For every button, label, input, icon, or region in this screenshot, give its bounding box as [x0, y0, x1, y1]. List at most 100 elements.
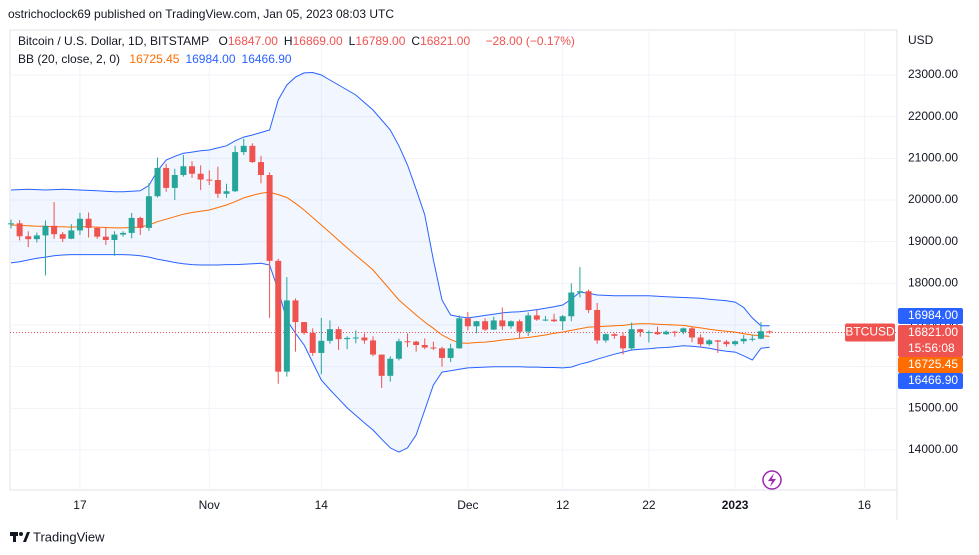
candle-body	[516, 321, 523, 332]
indicator-values: 16725.45 16984.00 16466.90	[129, 52, 297, 66]
candle-body	[749, 338, 756, 340]
candle-body	[240, 145, 247, 153]
symbol-legend: Bitcoin / U.S. Dollar, 1D, BITSTAMP O168…	[18, 34, 575, 48]
candle-body	[335, 329, 342, 340]
price-badge-label: 16821.00	[908, 325, 958, 339]
candle-body	[68, 230, 75, 239]
candle-body	[490, 320, 497, 330]
indicator-value: 16725.45	[129, 52, 180, 66]
countdown: 15:56:08	[908, 341, 955, 355]
candle-body	[464, 318, 471, 327]
candle-body	[663, 331, 670, 335]
ohlc-item: O16847.00	[219, 34, 278, 48]
candle-body	[413, 341, 420, 345]
grid	[10, 30, 897, 490]
candle-body	[671, 331, 678, 333]
candle-body	[137, 217, 144, 228]
candle-body	[309, 332, 316, 353]
candle-body	[525, 315, 532, 332]
header: ostrichoclock69 published on TradingView…	[8, 7, 394, 21]
ohlc: O16847.00 H16869.00 L16789.00 C16821.00	[219, 34, 477, 48]
candle-body	[171, 175, 178, 188]
candle-body	[499, 320, 506, 327]
candle-body	[266, 175, 273, 261]
candle-body	[602, 334, 609, 341]
x-tick-label: 14	[315, 498, 329, 512]
candle-body	[94, 227, 101, 237]
candle-body	[292, 300, 299, 323]
currency: USD	[908, 33, 934, 47]
ohlc-value: 16847.00	[227, 34, 278, 48]
candle-body	[439, 348, 445, 358]
candle-body	[456, 318, 463, 349]
footer: TradingView	[33, 529, 105, 544]
price-badge-label: 16725.45	[908, 357, 958, 371]
candle-body	[180, 166, 187, 175]
ohlc-key: C	[411, 34, 421, 48]
candle-body	[85, 218, 92, 228]
ohlc-value: 16869.00	[292, 34, 343, 48]
ohlc-item: L16789.00	[349, 34, 406, 48]
candle-body	[688, 328, 695, 338]
candle-body	[404, 341, 411, 343]
price-badge	[898, 357, 963, 373]
x-tick-label: Nov	[199, 498, 220, 512]
candle-body	[533, 315, 540, 320]
event-bolt	[768, 473, 776, 487]
symbol-badge	[845, 323, 895, 342]
price-badge-label: 16466.90	[908, 373, 958, 387]
ohlc-key: H	[283, 34, 293, 48]
candle-body	[473, 321, 480, 327]
candle-body	[33, 235, 40, 240]
ohlc-item: H16869.00	[284, 34, 343, 48]
y-tick-label: 15000.00	[908, 401, 958, 415]
candle-body	[628, 329, 635, 349]
candle-body	[723, 341, 730, 345]
y-tick-label: 18000.00	[908, 276, 958, 290]
candle-body	[275, 260, 282, 372]
candle-body	[59, 234, 66, 239]
plot-frame	[9, 29, 898, 491]
candle-body	[42, 225, 49, 236]
price-badge-label: 16984.00	[908, 308, 958, 322]
candle-body	[680, 328, 687, 333]
indicator-legend: BB (20, close, 2, 0) 16725.45 16984.00 164…	[18, 52, 304, 66]
candle-body	[714, 340, 721, 342]
price-badge	[898, 373, 963, 389]
candle-body	[620, 335, 627, 349]
ohlc-value: 16789.00	[355, 34, 406, 48]
candle-body	[766, 331, 773, 333]
candle-body	[352, 337, 359, 339]
x-tick-label: 2023	[722, 498, 749, 512]
candle-body	[223, 191, 230, 194]
y-tick-label: 20000.00	[908, 192, 958, 206]
candle-body	[551, 319, 558, 322]
candle-body	[395, 341, 402, 359]
symbol: Bitcoin / U.S. Dollar, 1D, BITSTAMP	[18, 34, 210, 48]
candle-body	[559, 316, 566, 322]
candle-body	[8, 223, 14, 225]
candle-body	[482, 321, 489, 330]
candle-body	[111, 234, 118, 240]
candle-body	[507, 321, 514, 327]
candle-body	[378, 354, 385, 376]
candle-body	[163, 167, 170, 188]
candle-body	[145, 196, 152, 228]
price-badge	[898, 308, 963, 324]
candle-body	[76, 218, 83, 231]
ohlc-key: L	[348, 34, 356, 48]
candle-body	[585, 291, 592, 310]
indicator-name: BB (20, close, 2, 0)	[18, 52, 121, 66]
candle-body	[102, 236, 109, 240]
candle-body	[283, 300, 290, 372]
candle-body	[732, 341, 739, 345]
x-tick-label: 22	[642, 498, 656, 512]
candle-body	[128, 217, 135, 233]
bb-upper-line	[10, 71, 770, 327]
candle-body	[568, 292, 575, 317]
candle-body	[706, 340, 713, 345]
x-tick-label: 17	[73, 498, 87, 512]
ohlc-value: 16821.00	[420, 34, 471, 48]
